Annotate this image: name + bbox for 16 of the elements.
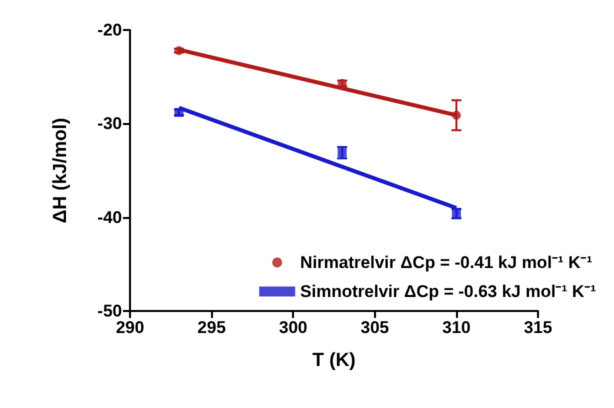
x-tick-label: 305 xyxy=(360,318,389,337)
y-tick-label: -50 xyxy=(97,302,122,320)
point xyxy=(174,46,184,56)
legend-label: Simnotrelvir ΔCp = -0.63 kJ mol⁻¹ K⁻¹ xyxy=(300,282,596,301)
point xyxy=(452,110,461,120)
y-tick-label: -20 xyxy=(97,20,122,40)
y-axis-title: ΔH (kJ/mol) xyxy=(50,118,71,224)
x-tick-label: 295 xyxy=(197,318,226,337)
x-tick-label: 315 xyxy=(524,318,552,337)
x-tick-label: 300 xyxy=(279,318,308,337)
y-tick-label: -40 xyxy=(97,208,122,227)
y-tick-label: -30 xyxy=(97,114,122,134)
legend-label: Nirmatrelvir ΔCp = -0.41 kJ mol⁻¹ K⁻¹ xyxy=(300,253,593,272)
x-tick-label: 290 xyxy=(116,318,144,337)
x-axis-title: T (K) xyxy=(312,350,356,371)
x-tick-label: 310 xyxy=(442,318,471,337)
